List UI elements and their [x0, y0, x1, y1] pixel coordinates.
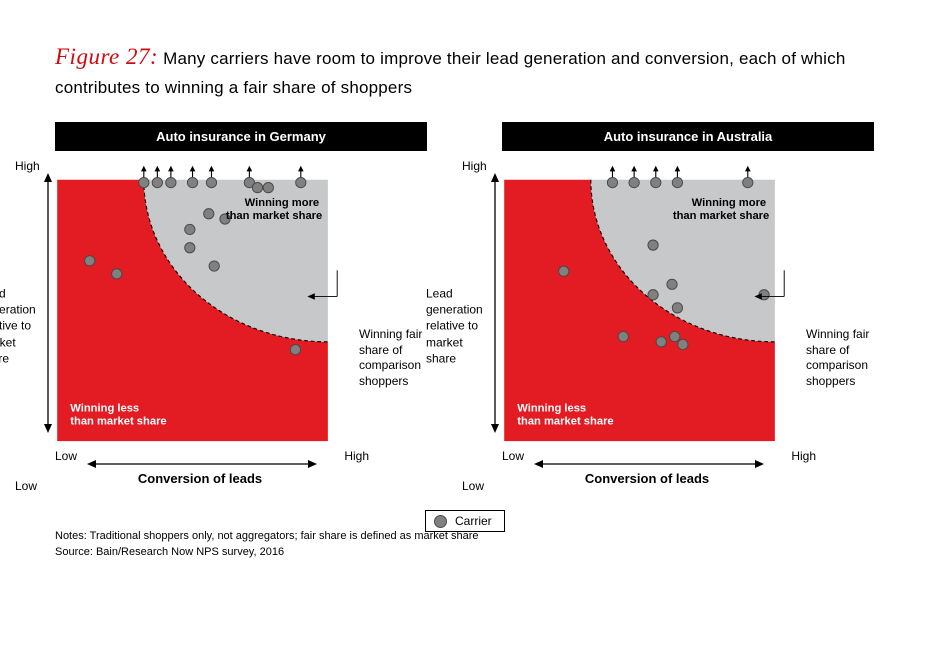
carrier-point [648, 290, 658, 300]
carrier-point [112, 269, 122, 279]
figure-title: Figure 27: Many carriers have room to im… [55, 40, 895, 100]
carrier-point [204, 209, 214, 219]
chart-panel: Auto insurance in Germany High Lead gene… [55, 122, 427, 489]
legend: Carrier [425, 510, 505, 532]
carrier-point [85, 256, 95, 266]
overflow-marker [672, 166, 682, 188]
overflow-marker [152, 166, 162, 188]
carrier-point [672, 303, 682, 313]
carrier-point [185, 224, 195, 234]
callout-fair-share: Winning fair share of comparison shopper… [806, 327, 878, 389]
y-axis-title: Lead generation relative to market share [0, 286, 47, 367]
x-axis-low: Low [502, 449, 524, 463]
y-axis-high: High [462, 159, 487, 173]
y-axis-title: Lead generation relative to market share [426, 286, 494, 367]
figure-label: Figure 27: [55, 44, 158, 69]
carrier-point [252, 183, 262, 193]
carrier-point [290, 345, 300, 355]
carrier-point [670, 331, 680, 341]
overflow-marker [629, 166, 639, 188]
x-axis-arrow [534, 456, 780, 466]
carrier-point [185, 243, 195, 253]
legend-marker [434, 515, 447, 528]
overflow-marker [166, 166, 176, 188]
x-axis-title: Conversion of leads [502, 471, 792, 486]
y-axis-low: Low [462, 479, 484, 493]
carrier-point [667, 279, 677, 289]
carrier-point [618, 331, 628, 341]
note-line: Source: Bain/Research Now NPS survey, 20… [55, 545, 895, 561]
x-axis-title: Conversion of leads [55, 471, 345, 486]
carrier-point [656, 337, 666, 347]
x-axis-low: Low [55, 449, 77, 463]
carrier-point [209, 261, 219, 271]
chart-title: Auto insurance in Germany [55, 122, 427, 151]
y-axis-low: Low [15, 479, 37, 493]
overflow-marker [296, 166, 306, 188]
plot-area: High Lead generation relative to market … [502, 163, 874, 489]
carrier-point [559, 266, 569, 276]
overflow-marker [206, 166, 216, 188]
overflow-marker [651, 166, 661, 188]
carrier-point [678, 339, 688, 349]
overflow-marker [187, 166, 197, 188]
chart-panel: Auto insurance in Australia High Lead ge… [502, 122, 874, 489]
legend-label: Carrier [455, 514, 492, 528]
overflow-marker [607, 166, 617, 188]
callout-fair-share: Winning fair share of comparison shopper… [359, 327, 431, 389]
y-axis-high: High [15, 159, 40, 173]
y-axis-arrow [43, 173, 53, 479]
charts-row: Auto insurance in Germany High Lead gene… [55, 122, 895, 489]
overflow-marker [743, 166, 753, 188]
plot-area: High Lead generation relative to market … [55, 163, 427, 489]
x-axis-arrow [87, 456, 333, 466]
overflow-marker [139, 166, 149, 188]
x-axis-high: High [344, 449, 369, 463]
y-axis-arrow [490, 173, 500, 479]
carrier-point [648, 240, 658, 250]
figure-title-text: Many carriers have room to improve their… [55, 49, 846, 97]
footnotes: Notes: Traditional shoppers only, not ag… [55, 529, 895, 561]
chart-title: Auto insurance in Australia [502, 122, 874, 151]
x-axis-high: High [791, 449, 816, 463]
carrier-point [263, 183, 273, 193]
